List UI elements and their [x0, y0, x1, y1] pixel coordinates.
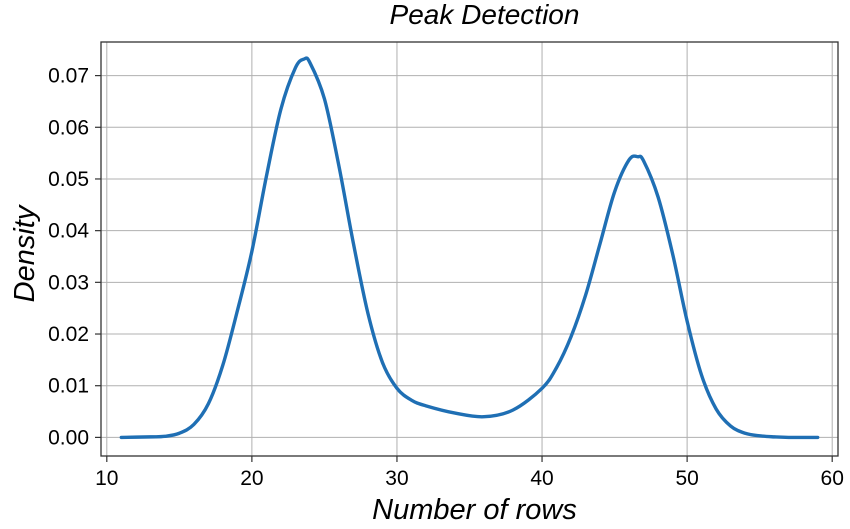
axis-ticks: 10 20 30 40 50 60 0.00 0.01 0.02 0.03 0.04 0.05 0.06… — [48, 65, 844, 490]
y-tick-label: 0.06 — [48, 116, 89, 139]
y-tick-label: 0.00 — [48, 426, 89, 449]
chart-title: Peak Detection — [390, 0, 580, 30]
y-tick-label: 0.04 — [48, 220, 89, 243]
density-curve — [119, 56, 820, 440]
y-tick-label: 0.03 — [48, 271, 89, 294]
plot-area-frame — [100, 41, 839, 457]
y-tick-label: 0.01 — [48, 375, 89, 398]
y-tick-label: 0.07 — [48, 65, 89, 88]
grid-lines — [101, 42, 838, 456]
x-tick-label: 60 — [821, 467, 844, 490]
y-axis-title: Density — [9, 204, 41, 302]
x-tick-label: 30 — [385, 467, 408, 490]
y-tick-label: 0.02 — [48, 323, 89, 346]
x-tick-label: 10 — [95, 467, 118, 490]
x-tick-label: 20 — [240, 467, 263, 490]
x-tick-label: 40 — [530, 467, 553, 490]
plot-lines — [119, 56, 820, 440]
y-tick-label: 0.05 — [48, 168, 89, 191]
x-axis-title: Number of rows — [372, 494, 577, 524]
x-tick-label: 50 — [675, 467, 698, 490]
